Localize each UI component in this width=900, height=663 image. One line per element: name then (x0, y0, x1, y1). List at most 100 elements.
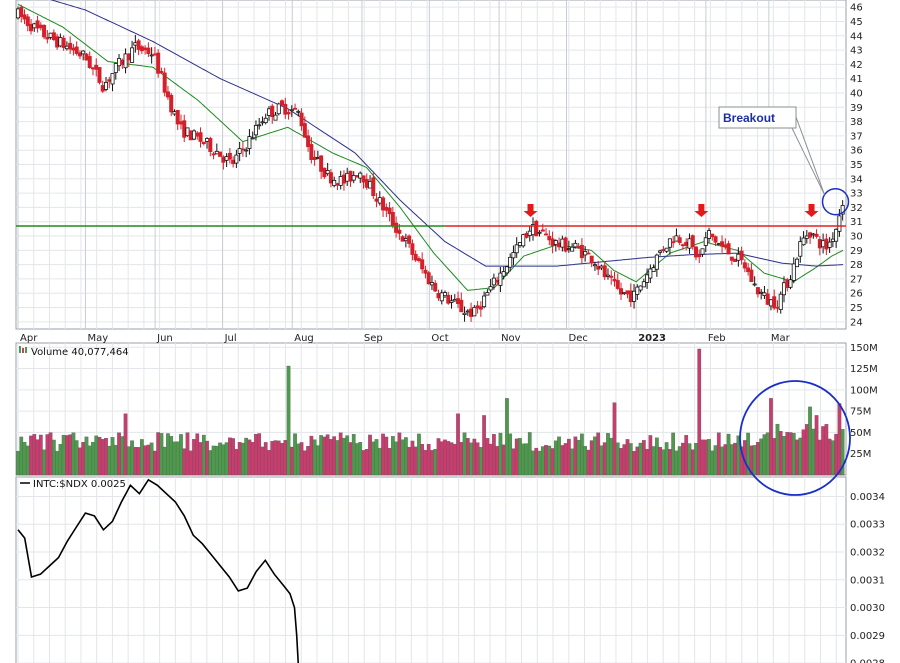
volume-bar (531, 450, 535, 476)
candle-body (35, 20, 40, 29)
candle-body (289, 109, 294, 112)
candle-body (107, 79, 112, 82)
volume-bar (162, 446, 167, 476)
candle-body (449, 300, 454, 303)
volume-bar (469, 442, 473, 476)
candle-body (221, 156, 226, 163)
volume-bar (100, 439, 105, 476)
volume-bar (834, 433, 838, 476)
volume-bar (280, 442, 284, 476)
candle-body (104, 82, 109, 90)
candle-body (791, 263, 796, 281)
volume-bar (302, 450, 307, 476)
volume-bar (527, 432, 532, 476)
candle-body (42, 25, 47, 38)
candle-body (703, 237, 708, 246)
candle-body (400, 236, 405, 242)
candle-body (583, 251, 588, 256)
volume-bar (390, 436, 395, 476)
candle-body (162, 72, 167, 93)
volume-bar (465, 437, 470, 476)
volume-tick-label: 25M (850, 449, 871, 460)
price-tick-label: 26 (850, 289, 863, 300)
candle-body (462, 312, 467, 316)
volume-bar (824, 424, 829, 476)
volume-bar (38, 434, 43, 476)
volume-bar (759, 438, 764, 476)
candlesticks (15, 4, 845, 322)
volume-bar (485, 438, 490, 476)
volume-bar (671, 432, 676, 476)
volume-bar (188, 450, 193, 476)
volume-bar (612, 402, 617, 476)
volume-bar (364, 449, 369, 476)
candle-body (619, 288, 624, 295)
month-label: Aug (294, 333, 314, 344)
candle-body (198, 132, 203, 142)
volume-bar (332, 436, 337, 476)
ratio-line (17, 478, 300, 663)
volume-bar (707, 439, 711, 476)
breakout-circle (821, 187, 850, 216)
volume-bar (283, 440, 288, 476)
volume-bar (231, 438, 235, 476)
candle-body (413, 253, 418, 261)
candle-body (325, 170, 330, 175)
candle-body (195, 132, 200, 137)
candle-body (61, 37, 66, 48)
price-tick-label: 34 (850, 174, 863, 185)
candle-body (332, 179, 337, 186)
volume-bar (81, 442, 86, 476)
volume-bar (48, 432, 53, 476)
candle-body (540, 229, 545, 232)
candle-body (172, 111, 177, 115)
volume-bar (263, 442, 268, 476)
volume-bar (583, 446, 588, 476)
volume-bar (42, 449, 46, 476)
candle-body (547, 235, 552, 241)
volume-bar (417, 433, 421, 476)
candle-body (785, 279, 790, 288)
candle-body (824, 238, 829, 250)
candle-body (579, 244, 584, 259)
volume-bar (573, 436, 578, 476)
candle-body (693, 246, 698, 258)
volume-bar (456, 413, 460, 476)
volume-bar (459, 442, 464, 476)
volume-bar (655, 437, 659, 476)
volume-bar (130, 440, 134, 476)
candle-body (752, 283, 757, 286)
price-tick-label: 41 (850, 74, 863, 85)
month-label: Nov (501, 333, 521, 344)
ratio-tick-label: 0.0029 (850, 631, 885, 642)
volume-bar (756, 442, 760, 476)
candle-body (208, 138, 213, 152)
candle-body (830, 238, 835, 242)
candle-body (156, 52, 161, 74)
candle-body (700, 248, 705, 255)
volume-bar (335, 440, 340, 476)
candle-body (739, 250, 744, 261)
volume-bar (498, 432, 503, 476)
volume-bar (593, 436, 597, 476)
candle-body (596, 266, 601, 270)
volume-bar (684, 435, 689, 476)
volume-bar (726, 433, 731, 476)
volume-bar (234, 448, 239, 476)
volume-bar (241, 442, 245, 476)
volume-bar (651, 446, 656, 476)
candle-body (139, 46, 144, 52)
volume-bar (775, 423, 780, 476)
month-label: Jun (156, 333, 173, 344)
candle-body (120, 59, 125, 65)
volume-bar (733, 442, 737, 476)
volume-bar (133, 446, 138, 476)
candle-body (439, 292, 444, 302)
volume-bar (674, 450, 679, 476)
candle-body (436, 293, 441, 299)
volume-bar (22, 441, 27, 476)
candle-body (625, 290, 630, 295)
volume-bar (703, 439, 708, 476)
candle-body (733, 258, 738, 263)
candle-body (361, 175, 366, 183)
